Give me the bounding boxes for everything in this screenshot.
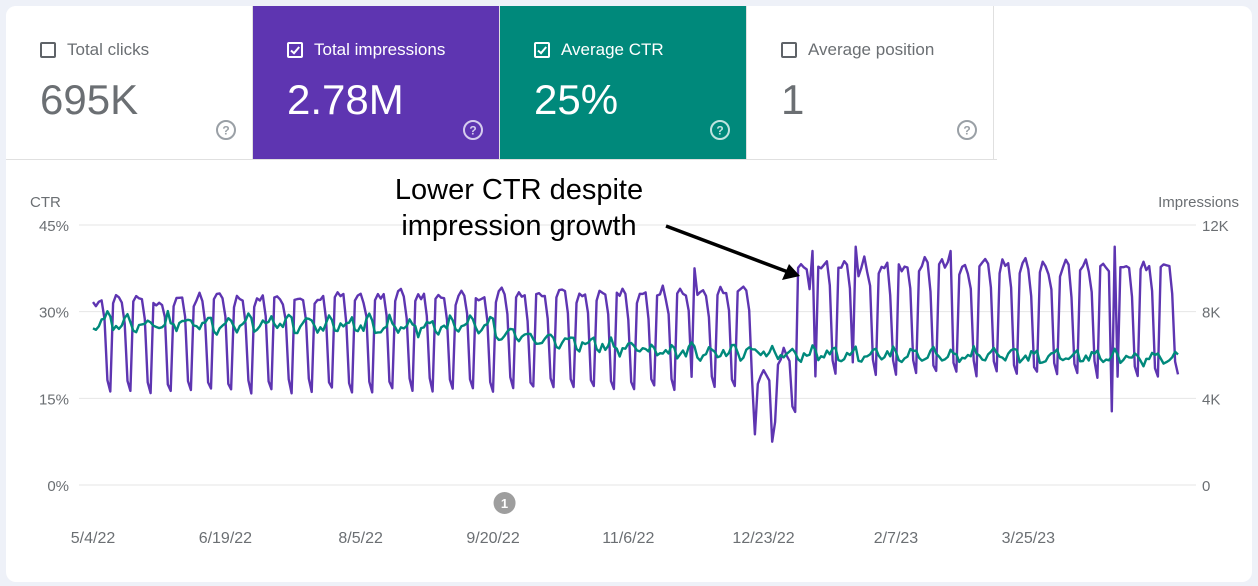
x-axis-tick-label: 12/23/22 [732,530,794,547]
left-axis-tick-label: 0% [47,478,69,495]
performance-panel: Total clicks 695K ? Total impressions 2.… [6,6,1252,582]
average-position-checkbox[interactable] [781,42,797,58]
average-ctr-value: 25% [534,76,619,123]
help-icon[interactable]: ? [709,119,731,146]
metric-card-average-position[interactable]: Average position 1 ? [747,6,994,159]
average-position-value: 1 [781,76,805,123]
annotation-line-1: Lower CTR despite [394,174,644,206]
average-ctr-checkbox[interactable] [534,42,550,58]
left-axis-tick-label: 30% [39,305,69,322]
x-axis-tick-label: 8/5/22 [338,530,383,547]
right-axis-tick-label: 0 [1202,478,1210,495]
metric-card-average-ctr[interactable]: Average CTR 25% ? [500,6,747,159]
help-icon[interactable]: ? [956,119,978,146]
right-axis-tick-label: 8K [1202,305,1220,322]
total-clicks-value: 695K [40,76,139,123]
right-axis-label: Impressions [1158,194,1239,211]
chart-annotation: Lower CTR despite impression growth [354,172,684,244]
help-icon[interactable]: ? [462,119,484,146]
performance-chart: 45% 12K 30% 8K 15% 4K 0% 0 CTR Impressions 5/4/22 6… [30,194,1239,547]
svg-text:?: ? [222,124,229,138]
average-ctr-label: Average CTR [561,40,664,59]
svg-text:?: ? [716,124,723,138]
x-axis-tick-label: 11/6/22 [602,530,654,547]
right-axis-tick-label: 4K [1202,391,1220,408]
left-axis-tick-label: 15% [39,391,69,408]
total-impressions-checkbox[interactable] [287,42,303,58]
impressions-series-line [92,245,1180,443]
total-clicks-checkbox[interactable] [40,42,56,58]
left-axis-label: CTR [30,194,61,211]
x-axis-tick-label: 6/19/22 [199,530,252,547]
left-axis-tick-label: 45% [39,218,69,235]
total-impressions-label: Total impressions [314,40,446,59]
x-axis-tick-label: 9/20/22 [466,530,519,547]
event-marker-label: 1 [501,496,508,511]
svg-text:?: ? [963,124,970,138]
annotation-line-2: impression growth [401,210,637,242]
ctr-series-line [92,309,1179,368]
total-impressions-value: 2.78M [287,76,404,123]
annotation-arrowhead [782,264,800,280]
average-position-label: Average position [808,40,935,59]
metric-card-total-impressions[interactable]: Total impressions 2.78M ? [253,6,500,159]
svg-text:?: ? [469,124,476,138]
help-icon[interactable]: ? [215,119,237,146]
right-axis-tick-label: 12K [1202,218,1229,235]
annotation-arrow [665,224,789,274]
event-marker [493,492,516,514]
x-axis-tick-label: 5/4/22 [71,530,116,547]
metric-cards: Total clicks 695K ? Total impressions 2.… [6,6,997,160]
x-axis-tick-label: 3/25/23 [1002,530,1055,547]
metric-card-total-clicks[interactable]: Total clicks 695K ? [6,6,253,159]
x-axis-tick-label: 2/7/23 [874,530,919,547]
total-clicks-label: Total clicks [67,40,150,59]
